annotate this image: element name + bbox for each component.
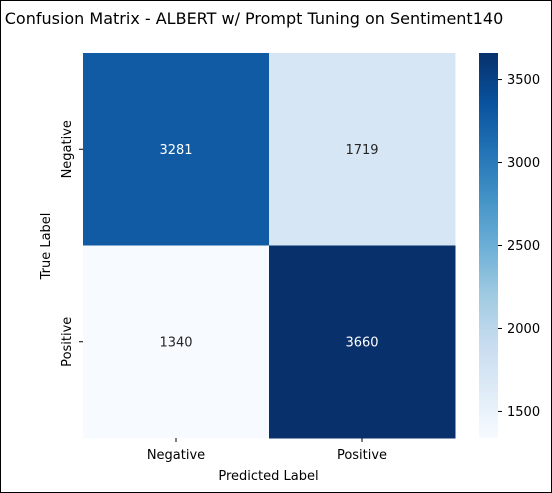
cell-value-label: 1719 (345, 143, 378, 158)
colorbar-tick-label: 2000 (507, 322, 540, 337)
x-tick-label: Negative (147, 448, 205, 463)
y-tick-label: Positive (60, 317, 75, 367)
x-tick-label: Positive (337, 448, 387, 463)
heatmap-cell (83, 53, 270, 246)
heatmap-cell (269, 245, 456, 439)
heatmap-cell (83, 245, 270, 439)
x-axis-label: Predicted Label (218, 469, 318, 484)
cell-value-label: 3281 (159, 143, 192, 158)
colorbar (479, 53, 498, 438)
colorbar-tick-label: 2500 (507, 239, 540, 254)
cell-value-label: 3660 (345, 335, 378, 350)
colorbar-tick-label: 1500 (507, 405, 540, 420)
heatmap-cell (269, 53, 456, 246)
chart-title: Confusion Matrix - ALBERT w/ Prompt Tuni… (5, 9, 504, 28)
y-tick-label: Negative (60, 120, 75, 178)
y-axis-label: True Label (39, 213, 54, 281)
colorbar-tick-label: 3500 (507, 73, 540, 88)
colorbar-tick-label: 3000 (507, 156, 540, 171)
cell-value-label: 1340 (159, 335, 192, 350)
